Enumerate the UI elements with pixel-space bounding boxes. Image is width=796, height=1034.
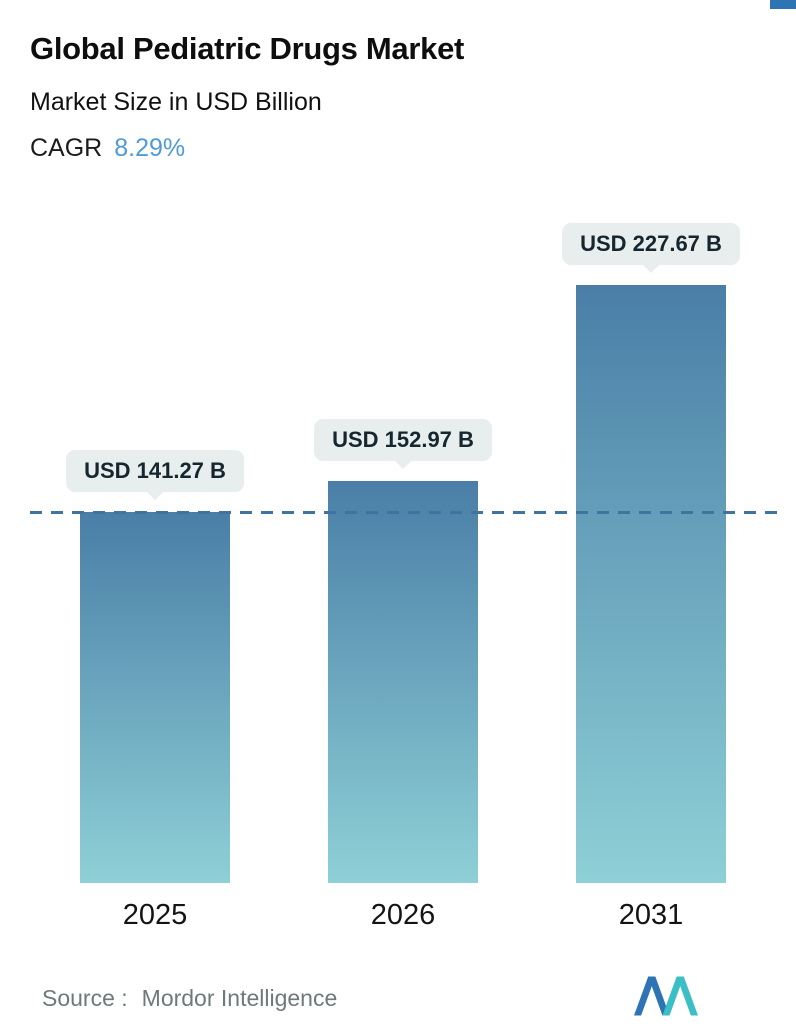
source-name: Mordor Intelligence	[141, 985, 338, 1011]
logo-shape-teal-up	[662, 976, 684, 1016]
x-axis-labels: 2025 2026 2031	[80, 899, 726, 932]
logo-shape-dark-up	[634, 976, 656, 1016]
value-callout: USD 227.67 B	[562, 223, 740, 266]
x-axis-label: 2025	[122, 899, 188, 932]
bar-column: USD 141.27 B	[66, 285, 244, 884]
bar-column: USD 152.97 B	[314, 285, 492, 884]
page-title: Global Pediatric Drugs Market	[30, 31, 465, 66]
x-axis-label: 2031	[618, 899, 684, 932]
cagr-value: 8.29%	[114, 134, 186, 163]
source-attribution: Source : Mordor Intelligence	[42, 985, 337, 1012]
chart-subtitle: Market Size in USD Billion	[30, 88, 322, 117]
bar-column: USD 227.67 B	[562, 223, 740, 884]
logo-shape-teal-down	[676, 976, 698, 1016]
bar	[328, 481, 478, 884]
value-callout: USD 141.27 B	[66, 450, 244, 493]
x-axis-label: 2026	[370, 899, 436, 932]
corner-mark	[770, 0, 796, 9]
bar	[576, 285, 726, 884]
plot-area: USD 141.27 B USD 152.97 B USD 227.67 B	[30, 223, 780, 884]
bar	[80, 512, 230, 884]
chart-header: Global Pediatric Drugs Market Market Siz…	[0, 0, 796, 163]
logo-shape-dark-down	[648, 976, 670, 1016]
cagr-row: CAGR 8.29%	[30, 133, 766, 163]
bars-row: USD 141.27 B USD 152.97 B USD 227.67 B	[66, 223, 740, 884]
value-callout: USD 152.97 B	[314, 419, 492, 462]
cagr-label: CAGR	[30, 134, 103, 163]
source-label: Source :	[42, 985, 128, 1011]
mordor-intelligence-logo-icon	[634, 976, 698, 1016]
reference-line	[30, 511, 780, 515]
